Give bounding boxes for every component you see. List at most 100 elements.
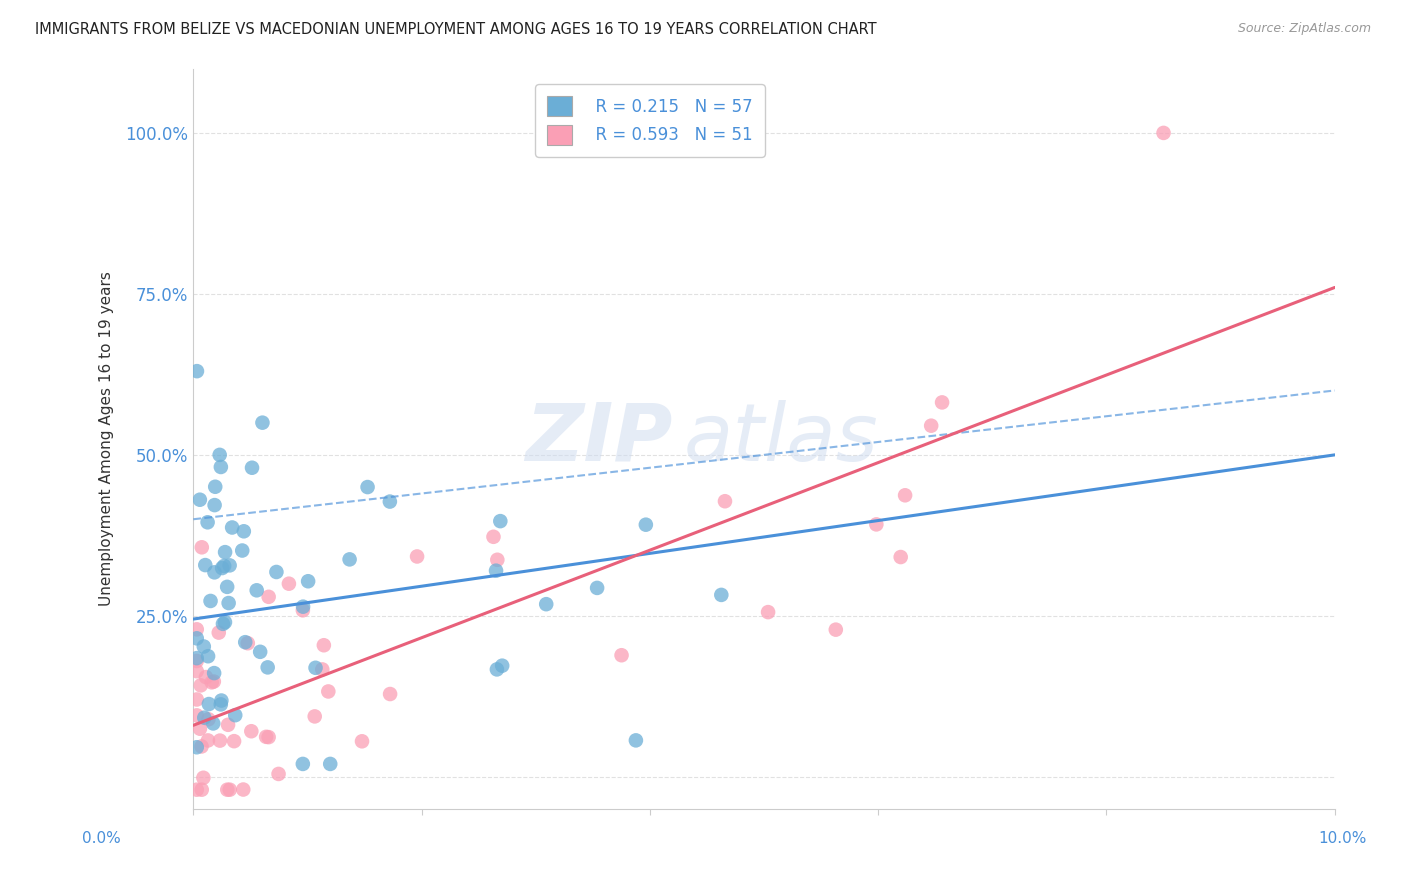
Point (485, 564, 508, 578)
Point (240, 460, 263, 475)
Point (190, 678, 212, 692)
Point (208, 733, 231, 747)
Point (209, 693, 232, 707)
Point (254, 730, 277, 744)
Point (208, 448, 231, 462)
Point (197, 733, 219, 747)
Point (186, 664, 208, 678)
Point (291, 603, 314, 617)
Point (256, 660, 278, 674)
Point (624, 733, 647, 747)
Text: atlas: atlas (685, 400, 879, 478)
Point (297, 574, 319, 589)
Point (246, 583, 269, 598)
Point (714, 494, 737, 508)
Point (534, 597, 557, 611)
Text: Source: ZipAtlas.com: Source: ZipAtlas.com (1237, 22, 1371, 36)
Point (214, 615, 236, 630)
Point (406, 549, 429, 564)
Point (232, 524, 254, 539)
Point (186, 632, 208, 646)
Point (634, 517, 657, 532)
Point (350, 734, 373, 748)
Point (257, 590, 280, 604)
Point (202, 716, 225, 731)
Point (491, 658, 513, 673)
Point (236, 636, 259, 650)
Point (257, 730, 280, 744)
Point (756, 605, 779, 619)
Point (197, 712, 219, 726)
Point (312, 638, 335, 652)
Point (824, 623, 846, 637)
Point (190, 782, 212, 797)
Point (233, 635, 256, 649)
Point (865, 517, 887, 532)
Point (208, 625, 231, 640)
Point (209, 698, 232, 712)
Point (240, 724, 263, 739)
Text: 10.0%: 10.0% (1319, 831, 1367, 846)
Point (218, 596, 240, 610)
Point (193, 771, 215, 785)
Point (232, 782, 254, 797)
Point (190, 739, 212, 754)
Point (267, 767, 290, 781)
Point (252, 416, 274, 430)
Point (186, 364, 208, 378)
Point (186, 692, 208, 706)
Point (920, 418, 942, 433)
Point (217, 580, 239, 594)
Point (197, 649, 219, 664)
Point (319, 756, 342, 771)
Point (202, 666, 225, 681)
Point (291, 756, 314, 771)
Point (186, 740, 208, 755)
Point (198, 697, 221, 711)
Point (610, 648, 633, 663)
Point (304, 661, 326, 675)
Point (193, 640, 215, 654)
Point (200, 594, 222, 608)
Point (931, 395, 953, 409)
Point (890, 549, 912, 564)
Point (217, 782, 239, 797)
Point (489, 514, 512, 528)
Point (197, 516, 219, 530)
Point (188, 722, 211, 736)
Point (193, 711, 215, 725)
Point (221, 520, 243, 534)
Point (204, 480, 226, 494)
Point (212, 616, 235, 631)
Point (266, 565, 288, 579)
Text: IMMIGRANTS FROM BELIZE VS MACEDONIAN UNEMPLOYMENT AMONG AGES 16 TO 19 YEARS CORR: IMMIGRANTS FROM BELIZE VS MACEDONIAN UNE… (35, 22, 877, 37)
Point (378, 687, 401, 701)
Y-axis label: Unemployment Among Ages 16 to 19 years: Unemployment Among Ages 16 to 19 years (100, 271, 114, 607)
Point (217, 718, 239, 732)
Point (339, 552, 361, 566)
Point (710, 588, 733, 602)
Point (186, 708, 208, 723)
Point (586, 581, 609, 595)
Point (209, 460, 232, 475)
Point (292, 599, 315, 614)
Point (201, 675, 224, 690)
Point (211, 561, 233, 575)
Point (191, 541, 214, 555)
Legend:   R = 0.215   N = 57,   R = 0.593   N = 51: R = 0.215 N = 57, R = 0.593 N = 51 (536, 84, 765, 157)
Point (311, 662, 333, 676)
Point (222, 734, 245, 748)
Point (378, 494, 401, 508)
Point (894, 488, 917, 502)
Text: ZIP: ZIP (526, 400, 672, 478)
Point (204, 566, 226, 580)
Point (188, 492, 211, 507)
Point (204, 498, 226, 512)
Point (202, 674, 225, 689)
Point (186, 651, 208, 665)
Point (356, 480, 378, 494)
Point (231, 543, 253, 558)
Point (486, 553, 509, 567)
Point (186, 782, 208, 797)
Point (214, 545, 236, 559)
